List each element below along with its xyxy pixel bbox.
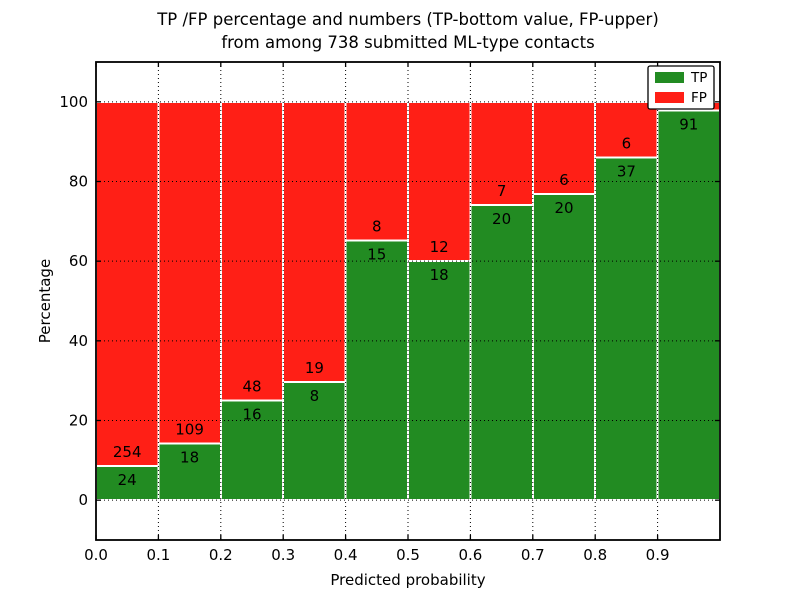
bar-segment-tp — [95, 464, 160, 502]
bar-segment-tp — [469, 204, 534, 502]
bar-segment-tp — [344, 239, 410, 502]
bar-segment-tp — [282, 381, 347, 502]
fp-count-label: 7 — [497, 182, 507, 200]
fp-count-label: 6 — [622, 134, 632, 152]
fp-count-label: 19 — [305, 359, 324, 377]
chart-title-line1: TP /FP percentage and numbers (TP-bottom… — [156, 10, 659, 29]
tp-count-label: 91 — [679, 115, 698, 133]
bar-segment-fp — [157, 100, 222, 445]
y-tick-labels: 0 20 40 60 80 100 — [59, 93, 88, 509]
tp-count-label: 8 — [310, 387, 320, 405]
y-tick-label: 20 — [69, 412, 88, 430]
x-tick-label: 0.5 — [396, 546, 420, 564]
bar-segment-fp — [594, 100, 659, 159]
x-tick-label: 0.1 — [146, 546, 170, 564]
fp-count-label: 12 — [430, 238, 449, 256]
bar-segment-tp — [656, 109, 721, 502]
tp-count-label: 24 — [118, 471, 137, 489]
y-tick-label: 60 — [69, 252, 88, 270]
legend: TP FP — [647, 65, 715, 110]
y-tick-label: 0 — [78, 491, 88, 509]
fp-count-label: 48 — [242, 378, 261, 396]
plot-frame — [95, 61, 721, 541]
x-tick-label: 0.3 — [271, 546, 295, 564]
x-tick-label: 0.4 — [334, 546, 358, 564]
tp-count-label: 15 — [367, 245, 386, 263]
y-tick-label: 100 — [59, 93, 88, 111]
fp-count-label: 254 — [113, 443, 142, 461]
legend-swatch-fp — [655, 92, 684, 103]
tp-count-label: 18 — [430, 266, 449, 284]
tp-count-label: 18 — [180, 449, 199, 467]
y-tick-label: 80 — [69, 173, 88, 191]
x-tick-label: 0.0 — [84, 546, 108, 564]
fp-count-label: 8 — [372, 217, 382, 235]
legend-label-fp: FP — [691, 90, 707, 106]
bar-segment-tp — [594, 156, 659, 502]
fp-count-label: 6 — [559, 171, 569, 189]
tp-count-label: 16 — [242, 406, 261, 424]
chart-title-line2: from among 738 submitted ML-type contact… — [221, 33, 594, 52]
tp-count-label: 20 — [492, 210, 511, 228]
x-tick-label: 0.7 — [521, 546, 545, 564]
x-tick-label: 0.9 — [646, 546, 670, 564]
bar-segment-fp — [95, 100, 160, 467]
x-tick-label: 0.2 — [209, 546, 233, 564]
bars-layer — [95, 100, 721, 502]
legend-label-tp: TP — [690, 70, 707, 86]
y-tick-label: 40 — [69, 332, 88, 350]
bar-segment-tp — [407, 260, 472, 502]
bar-labels-layer: 254 24 109 18 48 16 19 8 8 15 12 18 7 20 6 20 6 37 91 — [113, 115, 698, 488]
grid-layer — [95, 62, 720, 540]
x-tick-labels: 0.0 0.1 0.2 0.3 0.4 0.5 0.6 0.7 0.8 0.9 — [84, 546, 669, 564]
x-tick-label: 0.6 — [458, 546, 482, 564]
fp-count-label: 109 — [175, 421, 204, 439]
x-tick-label: 0.8 — [583, 546, 607, 564]
tp-count-label: 37 — [617, 162, 636, 180]
bar-segment-tp — [531, 192, 597, 502]
legend-swatch-tp — [655, 72, 684, 83]
y-axis-label: Percentage — [36, 259, 54, 343]
bar-segment-fp — [219, 100, 285, 402]
x-axis-label: Predicted probability — [330, 571, 485, 589]
bar-segment-fp — [282, 100, 347, 384]
tp-count-label: 20 — [554, 199, 573, 217]
